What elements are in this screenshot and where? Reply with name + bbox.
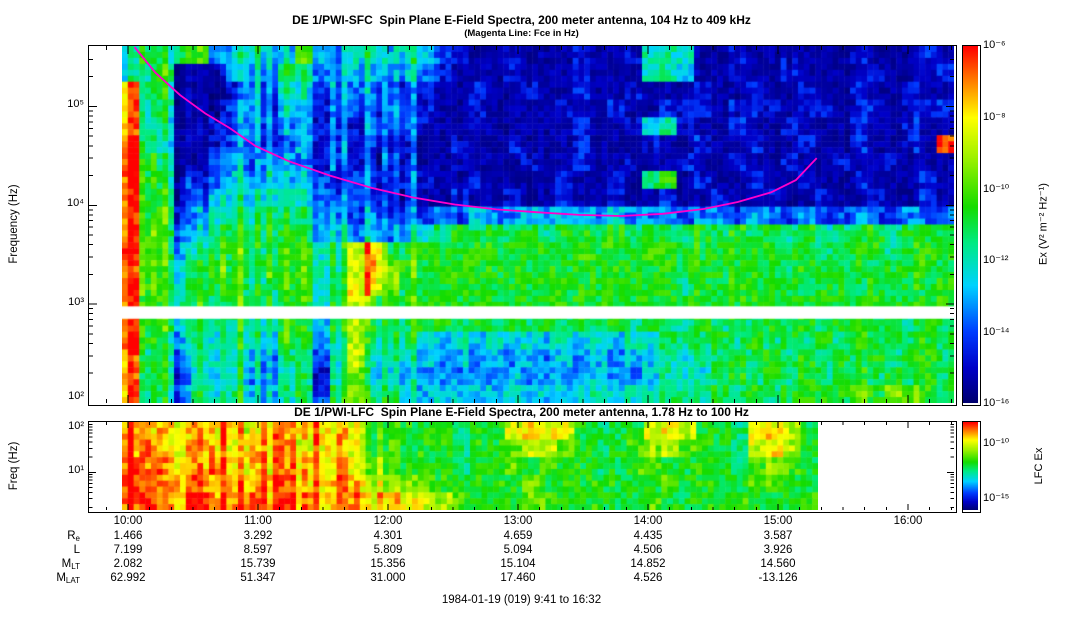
- ephemeris-value: 3.587: [763, 530, 793, 542]
- ephemeris-value: 15.356: [370, 558, 406, 570]
- lfc-yaxis-label: Freq (Hz): [8, 441, 20, 491]
- ephemeris-value: 51.347: [240, 572, 276, 584]
- lfc-colorbar-gradient: [963, 422, 978, 510]
- lfc-title: DE 1/PWI-LFC Spin Plane E-Field Spectra,…: [294, 405, 749, 419]
- ephemeris-label-re: Re: [28, 530, 80, 543]
- ephemeris-value: 8.597: [243, 544, 273, 556]
- ephemeris-value: 4.506: [633, 544, 663, 556]
- ephemeris-value: 5.809: [373, 544, 403, 556]
- sfc-cbar-tick: 10⁻¹⁰: [983, 183, 1010, 195]
- sfc-title: DE 1/PWI-SFC Spin Plane E-Field Spectra,…: [292, 13, 751, 27]
- lfc-colorbar-label: LFC Ex: [1033, 447, 1045, 485]
- ephemeris-label-main: M: [56, 572, 66, 584]
- sfc-colorbar: [962, 45, 981, 406]
- ephemeris-label-main: M: [61, 558, 72, 570]
- ephemeris-value: 4.435: [633, 530, 663, 542]
- sfc-ytick-1e3: 10³: [68, 296, 84, 308]
- time-axis-labels: 10:00 11:00 12:00 13:00 14:00 15:00 16:00: [0, 515, 1083, 529]
- lfc-heatmap-canvas: [122, 422, 818, 510]
- ephemeris-label-mlat: MLAT: [28, 572, 80, 585]
- ephemeris-label-main: R: [67, 530, 76, 542]
- ephemeris-value: 17.460: [500, 572, 536, 584]
- ephemeris-value: 2.082: [113, 558, 143, 570]
- sfc-yaxis-label: Frequency (Hz): [8, 184, 20, 264]
- ephemeris-value: 62.992: [110, 572, 146, 584]
- ephemeris-value: 4.301: [373, 530, 403, 542]
- ephemeris-value: -13.126: [758, 572, 798, 584]
- sfc-colorbar-gradient: [963, 46, 978, 403]
- lfc-cbar-tick: 10⁻¹⁵: [983, 492, 1010, 504]
- sfc-subtitle: (Magenta Line: Fce in Hz): [464, 28, 579, 39]
- x-tick-label: 16:00: [893, 515, 923, 527]
- sfc-ytick-1e2: 10²: [68, 390, 84, 402]
- ephemeris-value: 3.292: [243, 530, 273, 542]
- sfc-cbar-tick: 10⁻⁶: [983, 39, 1006, 51]
- sfc-ytick-1e5: 10⁵: [67, 98, 84, 110]
- sfc-cbar-tick: 10⁻¹⁶: [983, 397, 1010, 409]
- ephemeris-label-sub: LAT: [65, 576, 80, 585]
- ephemeris-value: 31.000: [370, 572, 406, 584]
- sfc-ytick-1e4: 10⁴: [67, 197, 84, 209]
- x-tick-label: 13:00: [503, 515, 533, 527]
- ephemeris-value: 4.659: [503, 530, 533, 542]
- lfc-colorbar: [962, 421, 981, 513]
- sfc-cbar-tick: 10⁻¹²: [983, 254, 1009, 266]
- x-tick-label: 10:00: [113, 515, 143, 527]
- x-tick-label: 11:00: [244, 515, 272, 527]
- sfc-cbar-tick: 10⁻¹⁴: [983, 326, 1010, 338]
- ephemeris-value: 4.526: [633, 572, 663, 584]
- ephemeris-value: 15.739: [240, 558, 276, 570]
- ephemeris-label-mlt: MLT: [28, 558, 80, 571]
- ephemeris-label-sub: e: [75, 534, 80, 543]
- lfc-cbar-tick: 10⁻¹⁰: [983, 437, 1010, 449]
- ephemeris-label-l: L: [28, 544, 80, 557]
- ephemeris-label-main: L: [73, 544, 80, 556]
- ephemeris-value: 14.560: [760, 558, 796, 570]
- ephemeris-value: 5.094: [503, 544, 533, 556]
- x-tick-label: 15:00: [763, 515, 793, 527]
- lfc-panel: [88, 421, 957, 513]
- lfc-ytick-1e2: 10²: [68, 420, 84, 432]
- x-tick-label: 12:00: [373, 515, 403, 527]
- sfc-cbar-tick: 10⁻⁸: [983, 111, 1006, 123]
- sfc-colorbar-label: Ex (V² m⁻² Hz⁻¹): [1037, 183, 1050, 265]
- sfc-panel: [88, 45, 957, 406]
- ephemeris-label-sub: LT: [71, 562, 80, 571]
- ephemeris-value: 15.104: [500, 558, 536, 570]
- ephemeris-value: 7.199: [113, 544, 143, 556]
- ephemeris-value: 1.466: [113, 530, 143, 542]
- ephemeris-value: 14.852: [630, 558, 666, 570]
- x-tick-label: 14:00: [633, 515, 663, 527]
- sfc-heatmap-canvas: [122, 46, 954, 403]
- footer-daterange: 1984-01-19 (019) 9:41 to 16:32: [441, 594, 602, 606]
- ephemeris-value: 3.926: [763, 544, 793, 556]
- lfc-ytick-1e1: 10¹: [68, 464, 84, 476]
